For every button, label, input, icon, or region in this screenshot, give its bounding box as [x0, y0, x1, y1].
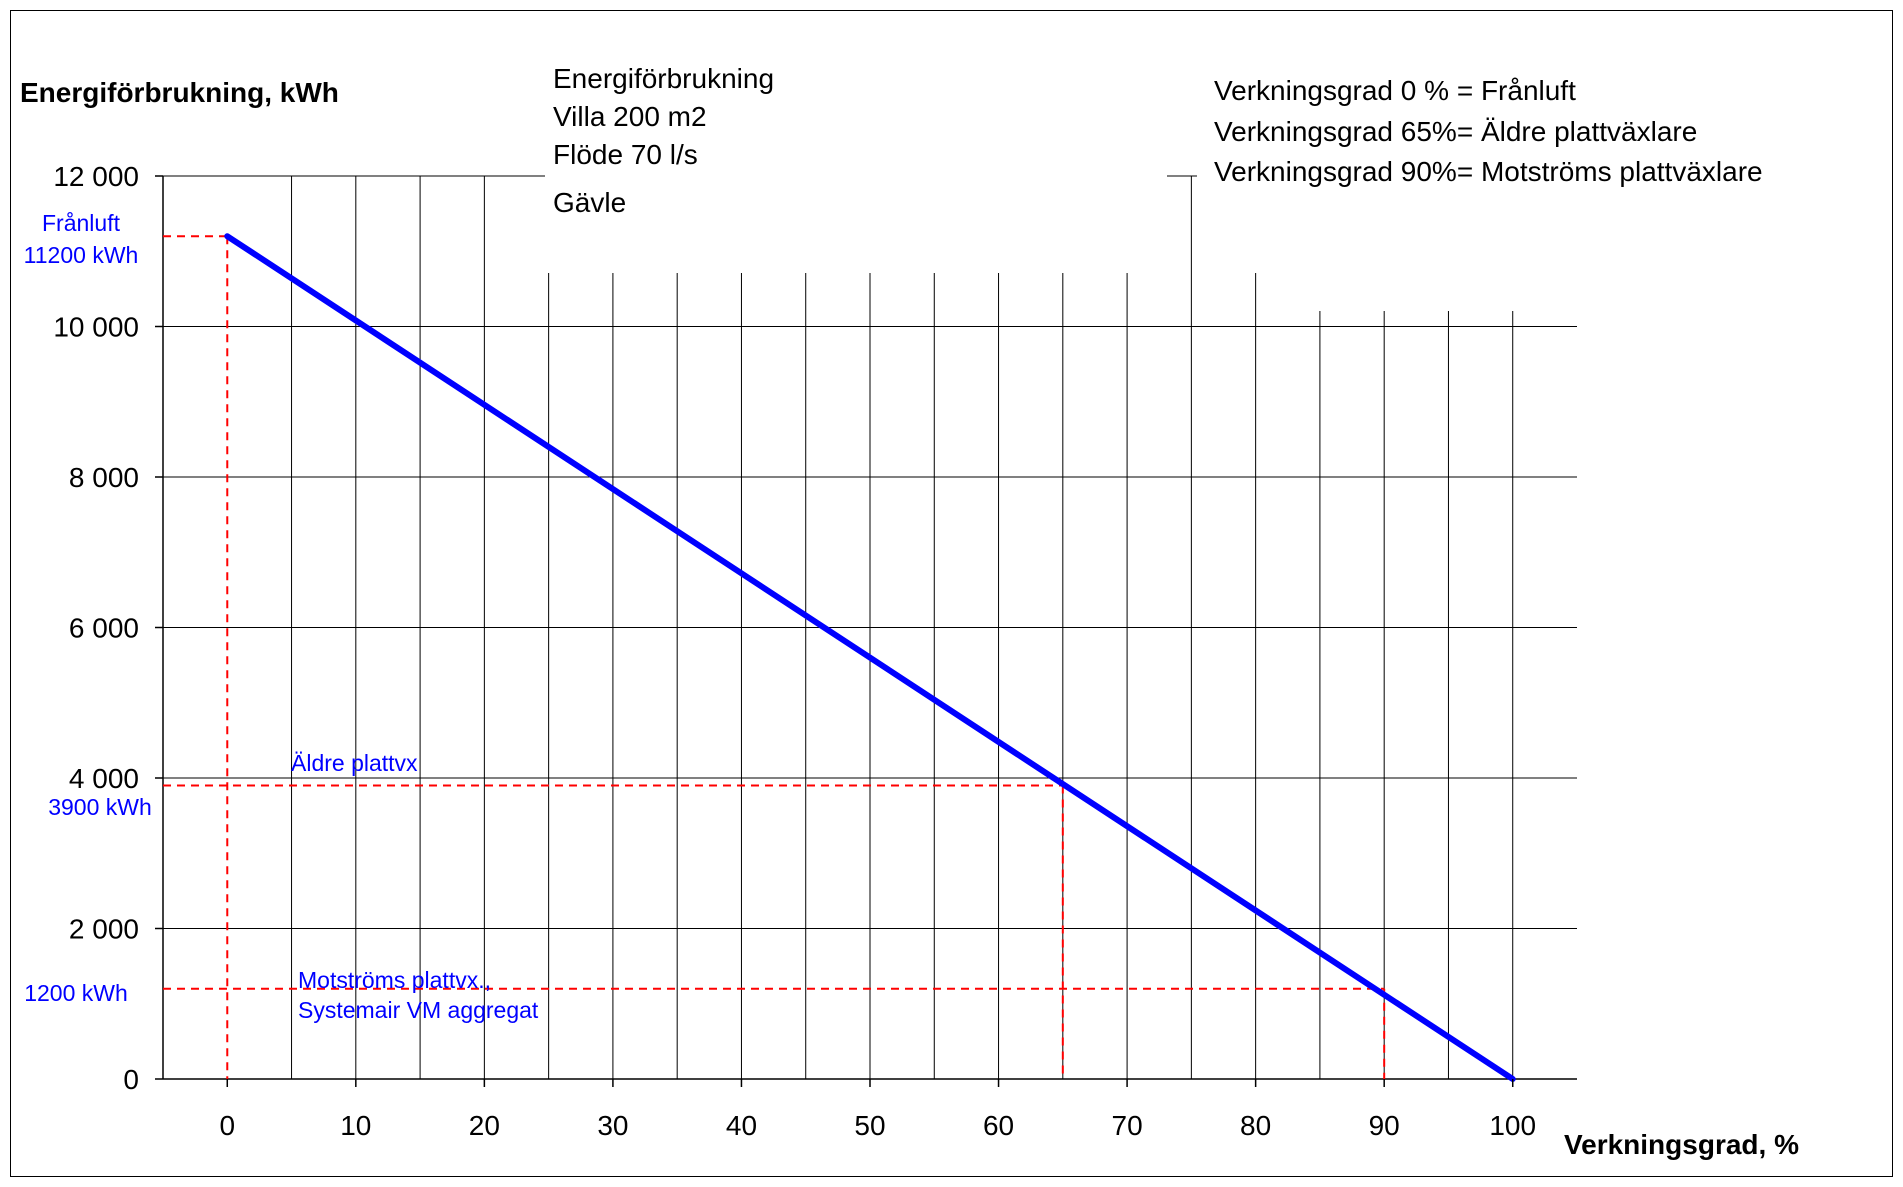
legend-line-3: Verkningsgrad 90%= Motströms plattväxlar…	[1214, 156, 1763, 187]
legend-line-2: Verkningsgrad 65%= Äldre plattväxlare	[1214, 116, 1697, 147]
y-tick-label: 12 000	[53, 161, 139, 192]
annotation-systemair: Systemair VM aggregat	[298, 997, 539, 1023]
series-layer	[224, 233, 1516, 1082]
x-tick-label: 50	[854, 1110, 885, 1141]
y-axis-label: Energiförbrukning, kWh	[20, 77, 339, 108]
chart-title-line-1: Energiförbrukning	[553, 63, 774, 94]
tick-layer: 0 2 000 4 000 6 000 8 000 10 000 12 000 0 10 20 30…	[53, 161, 1536, 1141]
y-tick-label: 4 000	[69, 763, 139, 794]
x-tick-label: 70	[1112, 1110, 1143, 1141]
y-tick-label: 10 000	[53, 312, 139, 343]
annotation-franluft: Frånluft	[42, 210, 121, 236]
chart-frame	[10, 10, 1893, 1177]
chart-title-line-2: Villa 200 m2	[553, 101, 707, 132]
chart-title-line-4: Gävle	[553, 187, 626, 218]
legend-line-1: Verkningsgrad 0 % = Frånluft	[1214, 75, 1576, 106]
y-tick-label: 8 000	[69, 462, 139, 493]
grid-layer	[162, 175, 1577, 1080]
x-tick-label: 40	[726, 1110, 757, 1141]
x-tick-label: 10	[340, 1110, 371, 1141]
series-line	[224, 233, 1516, 1082]
x-tick-label: 60	[983, 1110, 1014, 1141]
x-tick-label: 20	[469, 1110, 500, 1141]
annotation-franluft-value: 11200 kWh	[24, 242, 139, 268]
annotation-aldre-value: 3900 kWh	[48, 794, 152, 820]
annotation-motstroms: Motströms plattvx.,	[298, 967, 491, 993]
y-tick-label: 2 000	[69, 914, 139, 945]
annotation-aldre-plattvx: Äldre plattvx	[291, 750, 418, 776]
x-tick-label: 30	[597, 1110, 628, 1141]
x-tick-label: 80	[1240, 1110, 1271, 1141]
x-tick-label: 90	[1369, 1110, 1400, 1141]
x-axis-label: Verkningsgrad, %	[1564, 1129, 1799, 1160]
x-tick-label: 0	[219, 1110, 235, 1141]
y-tick-label: 0	[123, 1064, 139, 1095]
y-tick-label: 6 000	[69, 613, 139, 644]
x-tick-label: 100	[1489, 1110, 1536, 1141]
chart-title-line-3: Flöde 70 l/s	[553, 139, 698, 170]
annotation-motstroms-value: 1200 kWh	[24, 980, 128, 1006]
reference-lines	[163, 235, 1386, 1079]
